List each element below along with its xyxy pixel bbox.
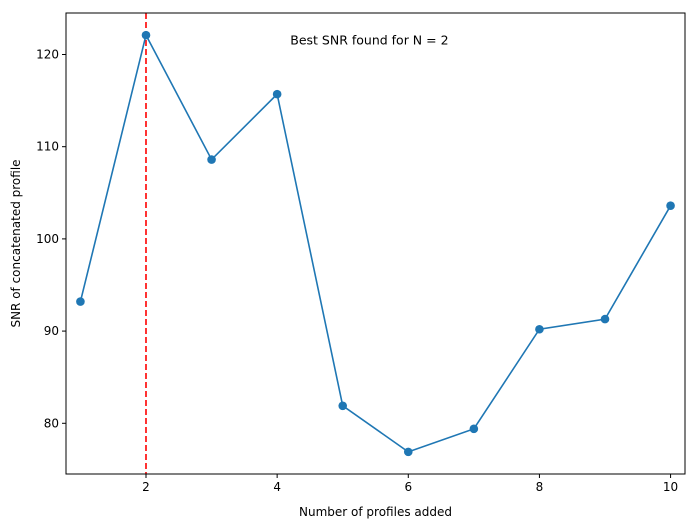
x-axis-label: Number of profiles added xyxy=(299,505,452,519)
best-snr-annotation: Best SNR found for N = 2 xyxy=(290,33,448,48)
axes-frame xyxy=(65,12,686,475)
x-tick-label: 6 xyxy=(404,480,412,494)
x-tick-label: 10 xyxy=(663,480,678,494)
data-point xyxy=(666,201,675,210)
y-tick-label: 90 xyxy=(44,324,59,338)
data-point xyxy=(141,30,151,40)
x-axis: 2 4 6 8 10 xyxy=(142,474,678,494)
data-point xyxy=(338,401,348,411)
series-line xyxy=(79,32,672,453)
data-point xyxy=(600,314,610,324)
y-tick-label: 80 xyxy=(44,416,59,430)
y-tick-label: 120 xyxy=(36,47,59,61)
data-point xyxy=(76,297,85,306)
y-tick-label: 110 xyxy=(36,140,59,154)
y-tick-label: 100 xyxy=(36,232,59,246)
data-point xyxy=(469,424,479,434)
x-tick-label: 4 xyxy=(273,480,281,494)
plot-area xyxy=(76,13,675,474)
x-tick-label: 8 xyxy=(536,480,544,494)
data-point xyxy=(272,89,282,99)
y-axis-label: SNR of concatenated profile xyxy=(9,159,23,327)
x-tick-label: 2 xyxy=(142,480,150,494)
data-point xyxy=(535,324,544,334)
data-point xyxy=(207,155,216,164)
y-axis: 80 90 100 110 120 xyxy=(36,47,66,430)
data-point xyxy=(403,447,413,457)
